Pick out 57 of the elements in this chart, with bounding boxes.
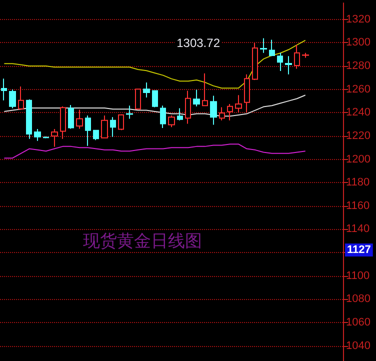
candlestick — [168, 115, 175, 128]
candlestick — [177, 108, 183, 121]
candlestick — [135, 88, 141, 110]
candlestick — [34, 128, 41, 142]
y-tick-label: 1260 — [346, 83, 370, 96]
y-tick-label: 1220 — [346, 130, 370, 142]
candlestick — [235, 94, 242, 113]
candlestick — [269, 39, 275, 57]
candlestick — [202, 72, 208, 106]
y-tick-label: 1200 — [346, 153, 370, 166]
annotation: 1303.72 — [176, 36, 220, 50]
candlestick — [143, 82, 150, 98]
candlestick — [227, 103, 233, 121]
y-tick-label: 1140 — [346, 223, 370, 236]
candlestick — [60, 106, 66, 140]
candlestick — [51, 128, 58, 148]
candlestick — [85, 115, 91, 146]
candlestick — [252, 42, 258, 80]
y-tick-label: 1040 — [346, 340, 370, 352]
candlestick — [260, 38, 267, 54]
text: 现货黄金日线图 — [83, 232, 202, 252]
candlestick — [101, 115, 108, 138]
y-tick-label: 1300 — [346, 36, 370, 49]
y-tick-label: 1180 — [346, 176, 370, 189]
candlestick — [219, 106, 225, 121]
candlestick — [185, 90, 191, 124]
candlestick — [18, 86, 24, 110]
candlestick — [93, 130, 99, 141]
y-tick-label: 1280 — [346, 60, 370, 72]
candlestick — [277, 52, 283, 72]
text: 1127 — [347, 244, 371, 256]
candlestick — [160, 105, 166, 129]
candlestick — [110, 116, 116, 138]
y-tick-label: 1240 — [346, 106, 370, 119]
y-tick-label: 1100 — [346, 270, 370, 282]
y-tick-label: 1060 — [346, 316, 370, 329]
candlestick — [302, 52, 309, 58]
y-tick-label: 1160 — [346, 200, 370, 212]
candlestick — [210, 95, 217, 126]
candlestick — [285, 56, 292, 75]
candlestick — [244, 74, 250, 113]
candlestick — [26, 98, 32, 140]
candlestick — [68, 104, 74, 130]
candlestick — [193, 89, 200, 107]
candlestick — [152, 90, 158, 108]
candlestick — [1, 78, 7, 101]
candlestick — [118, 114, 124, 131]
y-tick-label: 1080 — [346, 293, 370, 306]
line-series — [4, 94, 306, 117]
line-series — [4, 144, 306, 159]
candlestick — [76, 109, 83, 130]
y-tick-label: 1320 — [346, 13, 370, 26]
candlestick — [43, 136, 49, 139]
candlestick — [9, 89, 16, 109]
candlestick — [294, 44, 300, 70]
line-series — [4, 40, 306, 89]
candlestick — [126, 105, 133, 120]
